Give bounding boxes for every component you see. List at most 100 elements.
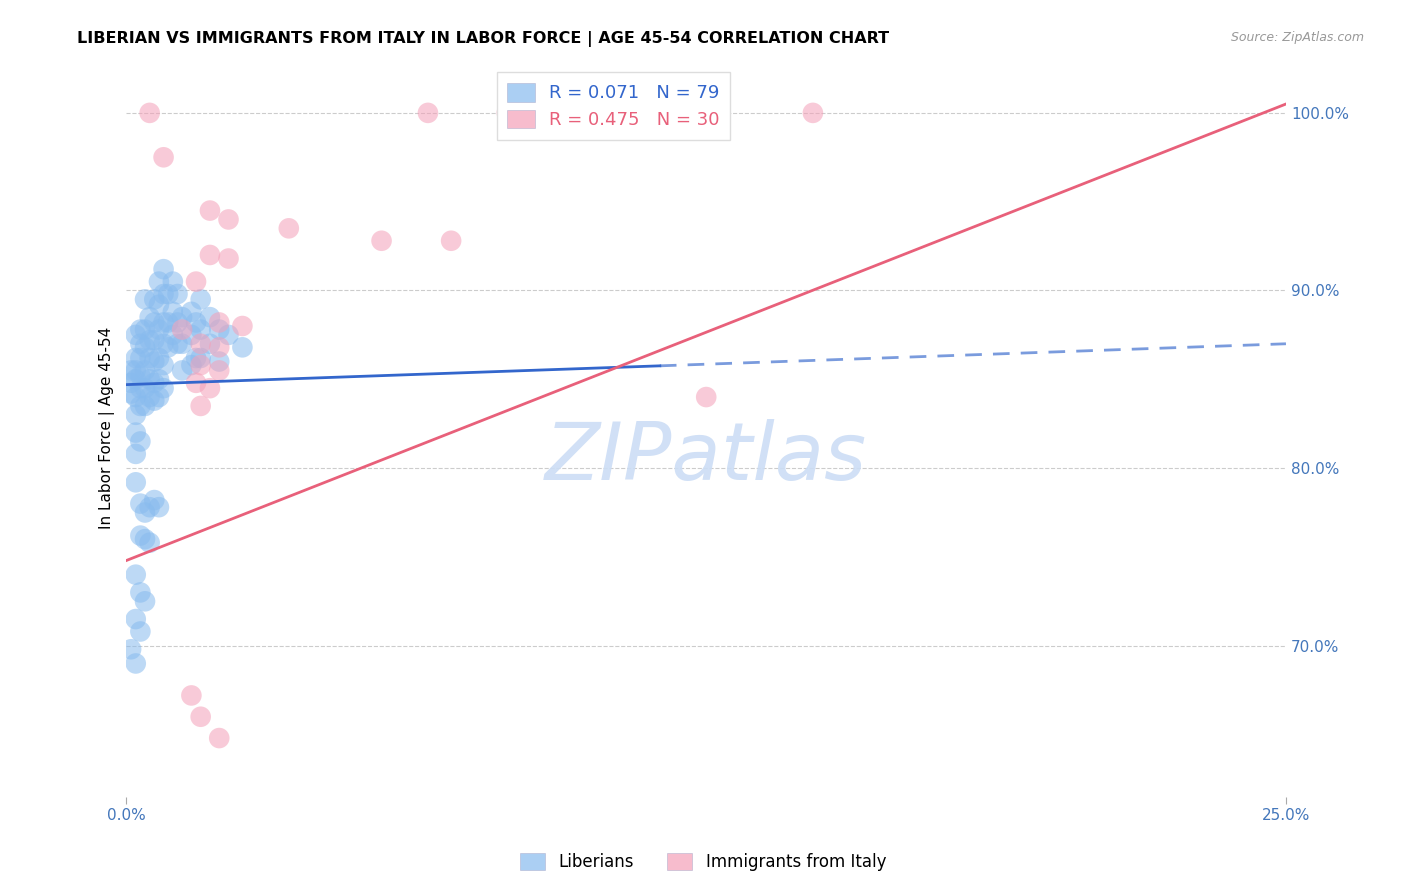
Point [143, 376, 166, 390]
Point [120, 386, 142, 401]
Point [129, 585, 152, 599]
Point [148, 390, 170, 404]
Point [198, 381, 221, 395]
Point [143, 493, 166, 508]
Point [152, 150, 174, 164]
Point [162, 275, 184, 289]
Point [231, 318, 253, 333]
Point [129, 368, 152, 383]
Point [129, 624, 152, 639]
Point [695, 390, 717, 404]
Point [190, 336, 212, 351]
Point [134, 594, 156, 608]
Point [134, 322, 156, 336]
Point [440, 234, 463, 248]
Point [129, 434, 152, 449]
Point [190, 293, 212, 307]
Point [125, 390, 148, 404]
Point [138, 333, 160, 347]
Point [125, 657, 148, 671]
Point [125, 363, 148, 377]
Point [162, 327, 184, 342]
Point [138, 310, 160, 325]
Point [138, 500, 160, 515]
Point [157, 340, 180, 354]
Text: Source: ZipAtlas.com: Source: ZipAtlas.com [1230, 31, 1364, 45]
Point [662, 106, 685, 120]
Point [125, 351, 148, 365]
Point [198, 203, 221, 218]
Point [152, 358, 174, 372]
Legend: Liberians, Immigrants from Italy: Liberians, Immigrants from Italy [512, 845, 894, 880]
Point [152, 381, 174, 395]
Point [152, 287, 174, 301]
Point [190, 358, 212, 372]
Point [184, 376, 207, 390]
Point [143, 333, 166, 347]
Point [148, 322, 170, 336]
Point [218, 252, 240, 266]
Point [134, 399, 156, 413]
Point [184, 275, 207, 289]
Point [157, 287, 180, 301]
Point [190, 710, 212, 724]
Point [134, 381, 156, 395]
Point [157, 316, 180, 330]
Point [148, 351, 170, 365]
Point [208, 340, 231, 354]
Point [190, 399, 212, 413]
Point [172, 336, 194, 351]
Point [166, 336, 188, 351]
Point [208, 363, 231, 377]
Point [129, 336, 152, 351]
Text: ZIPatlas: ZIPatlas [546, 418, 868, 497]
Point [198, 248, 221, 262]
Point [277, 221, 299, 235]
Point [134, 293, 156, 307]
Point [129, 381, 152, 395]
Point [218, 212, 240, 227]
Point [120, 363, 142, 377]
Point [416, 106, 439, 120]
Point [138, 351, 160, 365]
Point [602, 106, 624, 120]
Point [190, 322, 212, 336]
Point [125, 567, 148, 582]
Point [208, 354, 231, 368]
Point [208, 322, 231, 336]
Point [208, 316, 231, 330]
Point [180, 327, 202, 342]
Point [134, 506, 156, 520]
Point [218, 327, 240, 342]
Point [148, 275, 170, 289]
Point [129, 351, 152, 365]
Point [148, 298, 170, 312]
Point [370, 234, 392, 248]
Point [198, 336, 221, 351]
Point [134, 532, 156, 546]
Point [495, 106, 517, 120]
Point [134, 363, 156, 377]
Point [129, 322, 152, 336]
Point [143, 293, 166, 307]
Point [138, 372, 160, 386]
Point [152, 336, 174, 351]
Point [801, 106, 824, 120]
Point [180, 689, 202, 703]
Point [143, 393, 166, 408]
Point [180, 305, 202, 319]
Point [166, 316, 188, 330]
Point [143, 316, 166, 330]
Point [152, 316, 174, 330]
Point [125, 372, 148, 386]
Point [129, 497, 152, 511]
Point [184, 316, 207, 330]
Point [143, 354, 166, 368]
Point [120, 376, 142, 390]
Point [120, 642, 142, 657]
Point [166, 287, 188, 301]
Point [208, 731, 231, 745]
Point [138, 106, 160, 120]
Point [125, 447, 148, 461]
Point [125, 612, 148, 626]
